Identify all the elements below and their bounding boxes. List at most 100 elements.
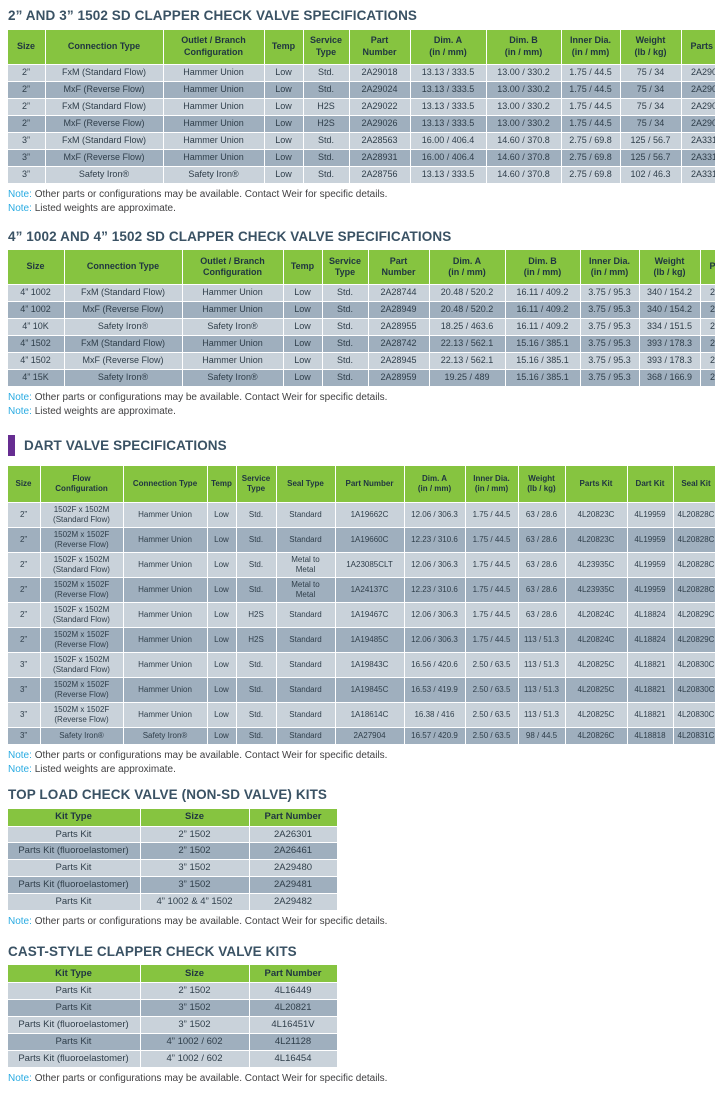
- table-cell: 340 / 154.2: [639, 302, 700, 319]
- table-cell: Standard: [276, 503, 335, 528]
- table-cell: 2A27904: [335, 728, 404, 745]
- table-cell: 19.25 / 489: [429, 370, 505, 387]
- table-cell: 3” 1502: [140, 1000, 249, 1017]
- note: Note: Other parts or configurations may …: [8, 188, 388, 200]
- table-row: 3” 1502F x 1502M (Standard Flow) Hammer Un…: [7, 653, 715, 678]
- section-dart-valve: DART VALVE SPECIFICATIONS Size Flow Confi…: [7, 435, 715, 776]
- table-cell: 2”: [7, 603, 40, 628]
- table-cell: 340 / 154.2: [639, 285, 700, 302]
- table-cell: 14.60 / 370.8: [486, 166, 561, 183]
- table-cell: 1502M x 1502F (Reverse Flow): [40, 628, 123, 653]
- table-cell: 3”: [7, 703, 40, 728]
- table-row: 2” MxF (Reverse Flow) Hammer Union Low H2S 2A…: [7, 115, 715, 132]
- section-header: DART VALVE SPECIFICATIONS: [8, 435, 707, 457]
- column-header: Service Type: [303, 29, 349, 64]
- table-cell: 4L20830C: [673, 653, 715, 678]
- table-cell: Low: [264, 132, 303, 149]
- table-cell: 13.00 / 330.2: [486, 81, 561, 98]
- table-cell: 1A24137C: [335, 578, 404, 603]
- table-cell: 2A26461: [249, 843, 337, 860]
- table-cell: 16.11 / 409.2: [505, 302, 580, 319]
- table-cell: Std.: [236, 503, 276, 528]
- header-row: Kit Type Size Part Number: [7, 808, 337, 826]
- spec-table-cast-style-kits: Kit Type Size Part Number Parts Kit 2” 1502 4…: [7, 964, 338, 1067]
- table-cell: 2A29022: [349, 98, 410, 115]
- table-cell: Std.: [322, 353, 368, 370]
- table-cell: Hammer Union: [163, 64, 264, 81]
- table-cell: 4L23935C: [565, 578, 627, 603]
- table-cell: 2”: [7, 115, 45, 132]
- table-cell: 2A28931: [349, 149, 410, 166]
- table-cell: 2” 1502: [140, 983, 249, 1000]
- table-cell: 125 / 56.7: [620, 132, 681, 149]
- table-cell: Low: [207, 703, 236, 728]
- table-cell: 75 / 34: [620, 81, 681, 98]
- table-cell: FxM (Standard Flow): [64, 285, 182, 302]
- table-cell: 2A28563: [349, 132, 410, 149]
- table-cell: 2.75 / 69.8: [561, 132, 620, 149]
- table-cell: 4L21128: [249, 1034, 337, 1050]
- table-cell: 3”: [7, 653, 40, 678]
- table-cell: Low: [264, 149, 303, 166]
- table-row: 2” 1502F x 1502M (Standard Flow) Hammer Un…: [7, 603, 715, 628]
- section-title: CAST-STYLE CLAPPER CHECK VALVE KITS: [8, 943, 297, 959]
- table-cell: 4L20825C: [565, 703, 627, 728]
- table-row: 4” 1502 MxF (Reverse Flow) Hammer Union Low…: [7, 353, 715, 370]
- table-cell: 3.75 / 95.3: [580, 285, 639, 302]
- column-header: Inner Dia. (in / mm): [580, 250, 639, 285]
- table-cell: 2.50 / 63.5: [465, 728, 518, 745]
- table-cell: 2.75 / 69.8: [561, 149, 620, 166]
- table-row: 3” Safety Iron® Safety Iron® Low Std. 2A28756…: [7, 166, 715, 183]
- table-cell: 2A29481: [249, 877, 337, 894]
- table-cell: 3” 1502: [140, 860, 249, 877]
- table-cell: Std.: [303, 81, 349, 98]
- table-cell: Safety Iron®: [45, 166, 163, 183]
- table-cell: 1.75 / 44.5: [465, 578, 518, 603]
- table-cell: Hammer Union: [182, 302, 283, 319]
- table-cell: Standard: [276, 603, 335, 628]
- table-cell: Std.: [322, 370, 368, 387]
- table-cell: Std.: [303, 149, 349, 166]
- table-row: 2” 1502F x 1502M (Standard Flow) Hammer Un…: [7, 553, 715, 578]
- column-header: Seal Type: [276, 466, 335, 503]
- table-row: 2” FxM (Standard Flow) Hammer Union Low H2S 2…: [7, 98, 715, 115]
- table-cell: 1.75 / 44.5: [465, 603, 518, 628]
- table-cell: Safety Iron®: [40, 728, 123, 745]
- table-cell: 2A29026: [349, 115, 410, 132]
- column-header: Weight (lb / kg): [639, 250, 700, 285]
- table-cell: 13.00 / 330.2: [486, 98, 561, 115]
- table-cell: H2S: [303, 98, 349, 115]
- table-row: 4” 1002 MxF (Reverse Flow) Hammer Union Low…: [7, 302, 715, 319]
- table-cell: 4L19959: [627, 503, 673, 528]
- table-cell: Parts Kit: [7, 894, 140, 910]
- table-cell: 2”: [7, 553, 40, 578]
- table-cell: FxM (Standard Flow): [45, 98, 163, 115]
- table-cell: Parts Kit: [7, 1034, 140, 1050]
- table-cell: 2A29092: [681, 81, 715, 98]
- table-cell: Low: [207, 528, 236, 553]
- table-cell: Std.: [322, 285, 368, 302]
- table-cell: Low: [207, 678, 236, 703]
- table-cell: Low: [283, 370, 322, 387]
- table-cell: 1.75 / 44.5: [561, 115, 620, 132]
- column-header: Service Type: [236, 466, 276, 503]
- table-cell: 1.75 / 44.5: [465, 628, 518, 653]
- column-header: Temp: [283, 250, 322, 285]
- table-cell: Hammer Union: [123, 553, 207, 578]
- table-cell: 2A33163: [700, 319, 715, 336]
- table-cell: Safety Iron®: [64, 370, 182, 387]
- table-cell: Low: [264, 115, 303, 132]
- table-cell: 2”: [7, 64, 45, 81]
- table-cell: Low: [283, 319, 322, 336]
- table-cell: 22.13 / 562.1: [429, 353, 505, 370]
- table-cell: Std.: [236, 678, 276, 703]
- spec-table-2in-3in-1502: Size Connection Type Outlet / Branch Confi…: [7, 29, 715, 184]
- table-row: 2” MxF (Reverse Flow) Hammer Union Low Std. 2…: [7, 81, 715, 98]
- table-cell: 4L20830C: [673, 703, 715, 728]
- table-cell: Low: [264, 166, 303, 183]
- table-cell: 4L20823C: [565, 503, 627, 528]
- table-cell: 3”: [7, 728, 40, 745]
- table-cell: 13.00 / 330.2: [486, 64, 561, 81]
- table-cell: 1.75 / 44.5: [561, 64, 620, 81]
- table-cell: 2A29480: [249, 860, 337, 877]
